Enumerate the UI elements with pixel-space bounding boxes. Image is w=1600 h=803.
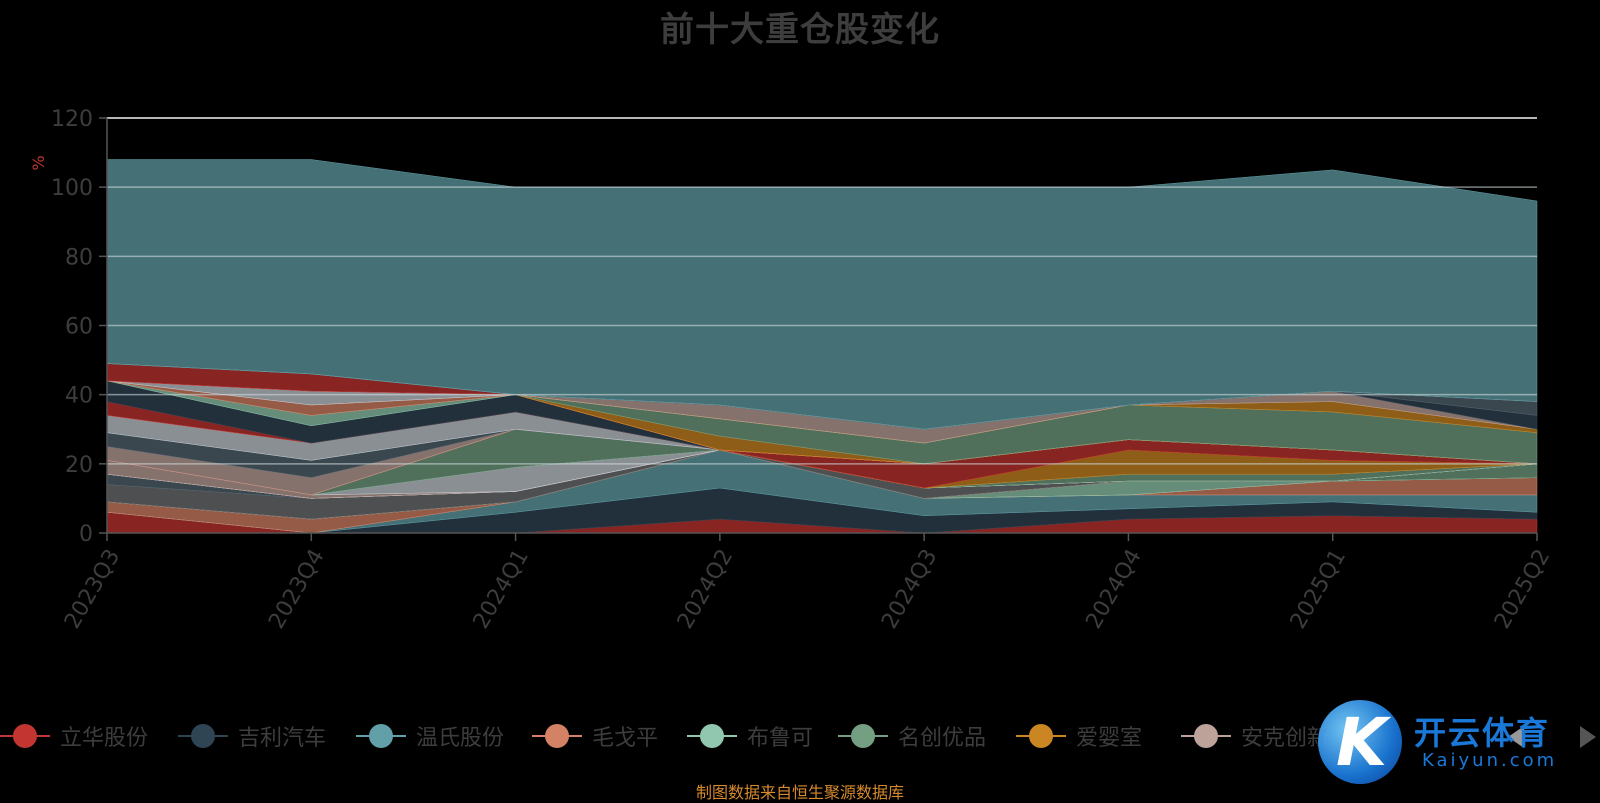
legend-item[interactable]: 温氏股份 [356, 718, 504, 754]
legend-marker-icon [356, 724, 406, 748]
x-tick-label: 2023Q4 [264, 545, 329, 633]
legend-marker-icon [178, 724, 228, 748]
legend-label: 安克创新 [1241, 726, 1330, 751]
source-note: 制图数据来自恒生聚源数据库 [695, 783, 904, 802]
legend-label: 爱婴室 [1076, 726, 1143, 751]
chevron-left-icon[interactable] [1508, 726, 1524, 748]
legend-label: 立华股份 [60, 726, 149, 751]
legend-item[interactable]: 爱婴室 [1016, 718, 1142, 754]
legend-label: 毛戈平 [592, 726, 659, 751]
area-chart: 0 20 40 60 80 100 120% 2023Q3 2023Q4 2024Q1 2024Q2… [29, 107, 1555, 633]
legend-marker-icon [532, 724, 582, 748]
y-tick-label: 20 [65, 453, 93, 478]
legend-marker-icon [0, 724, 50, 748]
legend-item[interactable]: 毛戈平 [532, 718, 658, 754]
y-tick-label: 60 [65, 315, 93, 340]
legend-marker-icon [1016, 724, 1066, 748]
y-tick-label: 120 [51, 107, 93, 132]
x-tick-label: 2024Q4 [1081, 545, 1146, 633]
y-tick-label: 40 [65, 384, 93, 409]
legend-item[interactable]: 吉利汽车 [178, 718, 326, 754]
chart-title: 前十大重仓股变化 [660, 10, 940, 50]
legend-item[interactable]: 名创优品 [838, 718, 986, 754]
legend-item[interactable]: 立华股份 [0, 718, 148, 754]
legend-item[interactable]: 布鲁可 [687, 718, 813, 754]
legend-marker-icon [687, 724, 737, 748]
legend-marker-icon [1181, 724, 1231, 748]
x-tick-label: 2023Q3 [60, 545, 125, 633]
legend: 立华股份 吉利汽车 温氏股份 毛戈平 布鲁可 名创优品 爱婴室 安克创新 [0, 718, 1600, 754]
x-tick-label: 2025Q1 [1286, 545, 1351, 633]
x-tick-label: 2024Q3 [877, 545, 942, 633]
x-tick-label: 2024Q2 [673, 545, 738, 633]
legend-label: 名创优品 [898, 726, 987, 751]
area-series-group [106, 159, 1538, 534]
x-tick-label: 2025Q2 [1490, 545, 1555, 633]
x-tick-label: 2024Q1 [469, 545, 534, 633]
y-tick-label: 100 [51, 176, 93, 201]
legend-label: 布鲁可 [747, 726, 814, 751]
y-axis-label: % [29, 155, 48, 170]
legend-marker-icon [838, 724, 888, 748]
y-tick-label: 0 [79, 522, 93, 547]
y-tick-label: 80 [65, 245, 93, 270]
chevron-right-icon[interactable] [1580, 726, 1596, 748]
legend-item[interactable]: 安克创新 [1181, 718, 1329, 754]
grid-lines [107, 117, 1537, 465]
legend-label: 吉利汽车 [238, 726, 327, 751]
legend-label: 温氏股份 [416, 726, 505, 751]
legend-pager[interactable] [1508, 722, 1600, 752]
